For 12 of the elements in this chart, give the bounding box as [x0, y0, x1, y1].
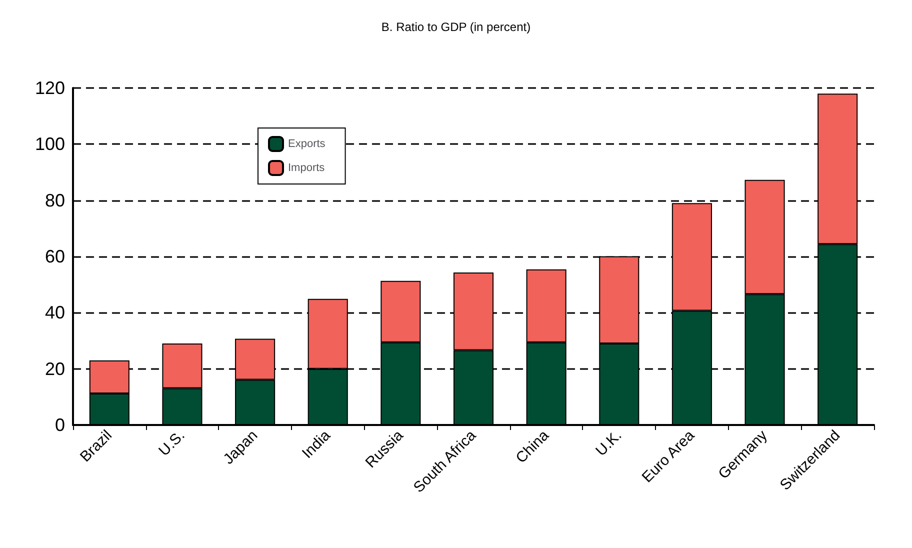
y-tick-label: 0 — [54, 415, 65, 435]
y-tick-label: 40 — [44, 302, 65, 323]
x-tick-label: U.K. — [592, 426, 626, 460]
legend-label: Exports — [288, 138, 326, 150]
chart-title: B. Ratio to GDP (in percent) — [381, 20, 531, 34]
y-tick-label: 20 — [44, 358, 65, 379]
y-tick-label: 120 — [34, 78, 65, 98]
y-tick-label: 100 — [34, 134, 65, 154]
y-tick-label: 80 — [44, 190, 65, 210]
x-tick-label: U.S. — [156, 426, 188, 460]
legend-label: Imports — [288, 162, 326, 174]
y-tick-label: 60 — [44, 246, 65, 266]
